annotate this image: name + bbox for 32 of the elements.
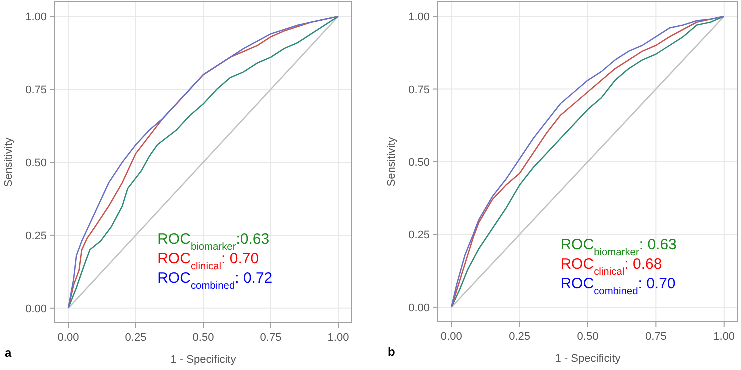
y-tick-label: 0.25 xyxy=(408,230,430,242)
x-tick-label: 0.50 xyxy=(192,332,214,344)
annotation: ROC$_{combined}$: 0.70 xyxy=(560,275,676,297)
annotation: ROC$_{combined}$: 0.72 xyxy=(158,270,273,292)
x-tick-label: 0.50 xyxy=(577,331,599,343)
x-tick-label: 0.00 xyxy=(58,332,80,344)
y-tick-label: 0.75 xyxy=(26,84,47,97)
y-tick-label: 0.75 xyxy=(408,84,430,96)
x-axis-title: 1 - Specificity xyxy=(170,354,237,366)
x-tick-label: 0.75 xyxy=(645,331,667,343)
annotation: ROC$_{biomarker}$: 0.63 xyxy=(560,236,677,258)
text: b xyxy=(388,345,396,359)
annotation: ROC$_{biomarker}$:0.63 xyxy=(158,231,270,253)
y-tick-label: 0.50 xyxy=(26,158,47,170)
y-axis-title: Sensitivity xyxy=(3,137,15,188)
x-tick-label: 0.75 xyxy=(260,332,282,344)
y-tick-label: 0.00 xyxy=(408,302,430,314)
y-tick-label: 0.50 xyxy=(408,157,430,169)
y-tick-label: 1.00 xyxy=(408,12,430,24)
x-axis-title: 1 - Specificity xyxy=(555,353,622,365)
y-tick-label: 1.00 xyxy=(26,12,47,24)
annotation: ROC$_{clinical}$: 0.70 xyxy=(158,250,260,272)
y-tick-label: 0.25 xyxy=(26,230,47,242)
x-tick-label: 0.00 xyxy=(440,331,462,343)
x-tick-label: 0.25 xyxy=(125,332,147,344)
y-axis-title: Sensitivity xyxy=(386,136,398,187)
x-tick-label: 1.00 xyxy=(328,332,350,344)
x-tick-label: 0.25 xyxy=(509,331,531,343)
x-tick-label: 1.00 xyxy=(714,331,736,343)
annotation: ROC$_{clinical}$: 0.68 xyxy=(560,256,662,278)
text: a xyxy=(5,346,12,360)
y-tick-label: 0.00 xyxy=(26,303,47,316)
